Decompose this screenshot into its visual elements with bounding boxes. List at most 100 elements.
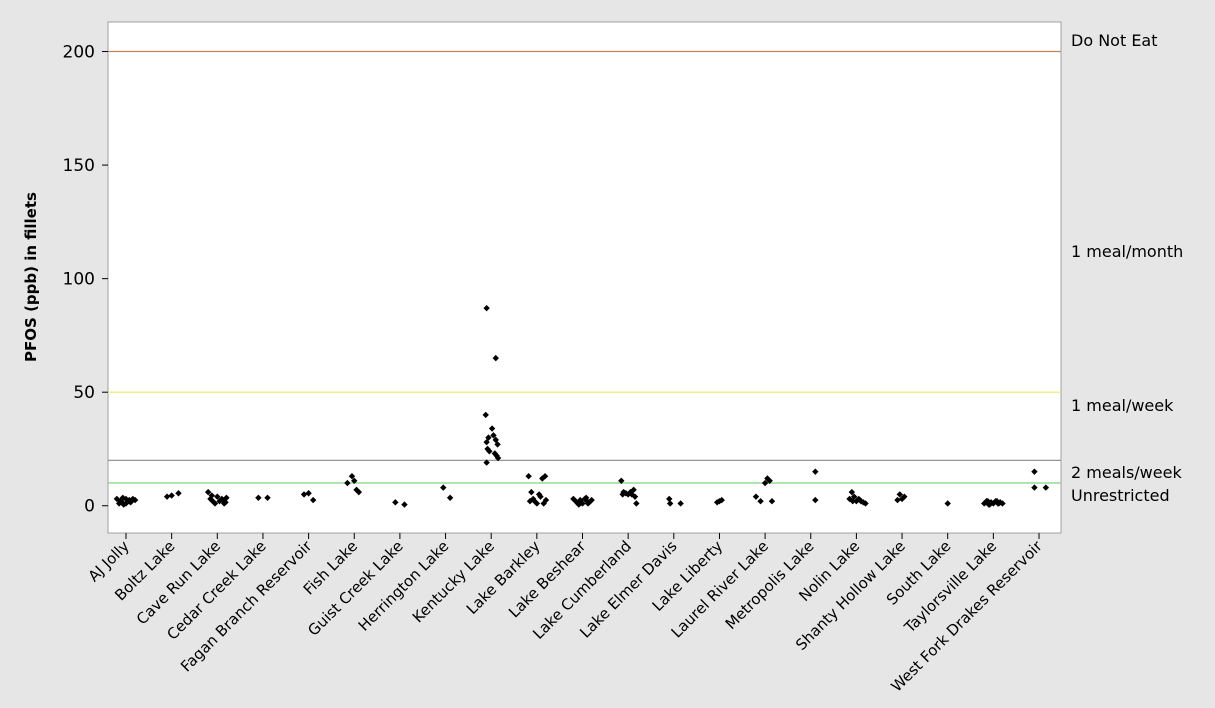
- data-point: [115, 500, 123, 507]
- data-point: [944, 500, 951, 507]
- data-point: [1031, 468, 1038, 475]
- data-point: [125, 496, 133, 504]
- y-tick-label-0: 0: [84, 497, 95, 517]
- data-point: [630, 486, 637, 494]
- y-tick-label-2: 100: [63, 270, 95, 290]
- data-point: [631, 493, 639, 500]
- data-point: [999, 500, 1006, 507]
- data-point: [849, 498, 856, 505]
- data-point: [493, 452, 500, 459]
- data-point: [440, 484, 447, 491]
- data-point: [446, 494, 454, 501]
- plot-area: [107, 21, 1062, 534]
- data-point: [901, 493, 908, 500]
- reference-label-1: 1 meal/month: [1071, 242, 1183, 261]
- data-point: [492, 354, 499, 362]
- data-point: [898, 495, 906, 503]
- data-point: [344, 479, 351, 487]
- data-point: [486, 448, 493, 455]
- data-point: [896, 491, 903, 498]
- data-point: [163, 493, 171, 500]
- y-tick-label-1: 50: [73, 383, 95, 403]
- data-point: [761, 479, 769, 487]
- data-point: [535, 491, 543, 498]
- data-point: [618, 477, 625, 484]
- data-point: [483, 459, 490, 466]
- data-point: [812, 468, 819, 475]
- data-point: [204, 488, 212, 496]
- data-point: [666, 500, 674, 507]
- data-point: [542, 496, 550, 504]
- data-point: [119, 494, 127, 501]
- data-point: [255, 494, 262, 501]
- data-point: [222, 499, 229, 506]
- data-point: [575, 501, 583, 508]
- data-point: [531, 498, 538, 505]
- data-point: [355, 488, 363, 496]
- data-point: [537, 493, 544, 500]
- data-point: [175, 490, 182, 497]
- reference-label-3: 2 meals/week: [1071, 463, 1182, 482]
- data-point: [582, 494, 590, 501]
- data-point: [894, 496, 901, 504]
- data-point: [490, 432, 497, 439]
- data-point: [129, 495, 137, 503]
- data-point: [528, 488, 535, 496]
- data-point: [666, 495, 673, 503]
- data-point: [716, 498, 723, 505]
- data-point: [619, 491, 626, 498]
- x-tick-label-8: Kentucky Lake: [409, 537, 498, 626]
- data-point: [122, 500, 130, 507]
- data-point: [718, 496, 725, 504]
- data-point: [392, 499, 399, 506]
- data-point: [1031, 484, 1038, 491]
- data-point: [633, 500, 640, 507]
- data-point: [483, 304, 490, 312]
- data-point: [485, 434, 492, 441]
- reference-label-2: 1 meal/week: [1071, 396, 1174, 415]
- data-point: [862, 500, 869, 507]
- data-points: [113, 304, 1050, 508]
- data-point: [757, 498, 764, 505]
- data-point: [488, 425, 496, 432]
- data-point: [264, 494, 271, 501]
- data-point: [764, 475, 771, 482]
- data-point: [401, 501, 408, 508]
- data-point: [622, 490, 630, 497]
- data-point: [856, 496, 864, 504]
- data-point: [848, 488, 856, 496]
- data-point: [214, 493, 221, 500]
- data-point: [766, 477, 773, 484]
- data-point: [351, 477, 358, 484]
- data-point: [752, 493, 760, 500]
- y-tick-label-3: 150: [63, 156, 95, 176]
- y-axis-title: PFOS (ppb) in fillets: [22, 192, 40, 362]
- data-point: [348, 473, 356, 480]
- data-point: [713, 499, 721, 506]
- data-point: [541, 473, 549, 480]
- data-point: [768, 498, 776, 505]
- data-point: [812, 496, 819, 504]
- reference-lines: Do Not Eat 1 meal/month 1 meal/week 2 meals…: [108, 31, 1183, 505]
- data-point: [309, 496, 317, 504]
- data-point: [1042, 484, 1050, 491]
- data-point: [628, 491, 636, 498]
- data-point: [850, 493, 858, 500]
- data-point: [482, 411, 489, 419]
- data-point: [981, 500, 988, 507]
- reference-label-0: Do Not Eat: [1071, 31, 1158, 50]
- data-point: [986, 501, 993, 508]
- data-point: [120, 501, 127, 508]
- data-point: [677, 500, 684, 507]
- data-point: [494, 441, 501, 448]
- y-axis: 0 50 100 150 200: [63, 43, 108, 517]
- data-point: [993, 498, 1001, 505]
- data-point: [168, 492, 175, 499]
- data-point: [860, 499, 867, 506]
- data-point: [588, 496, 595, 504]
- data-point: [305, 490, 312, 497]
- reference-label-4: Unrestricted: [1071, 486, 1170, 505]
